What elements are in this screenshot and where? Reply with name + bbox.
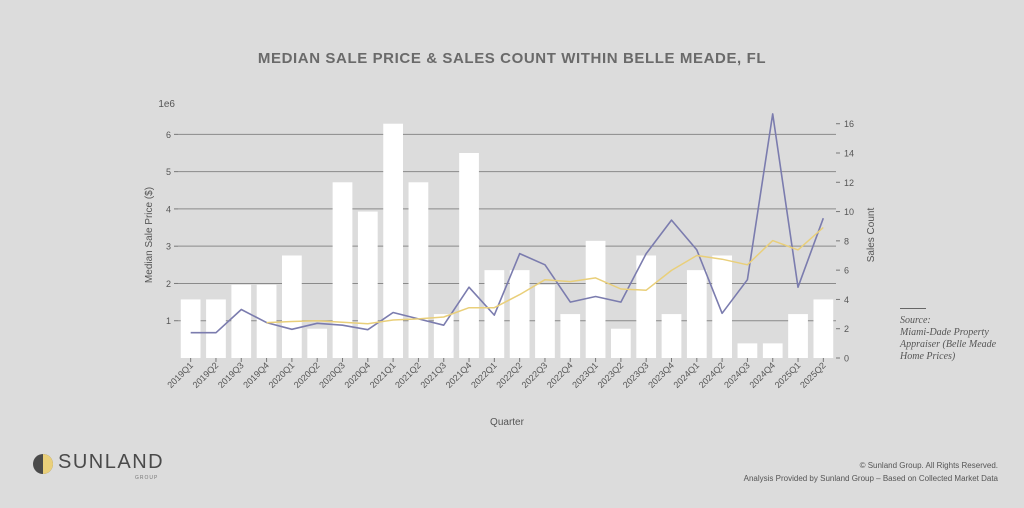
bar	[383, 123, 403, 358]
bar	[788, 314, 808, 358]
y-tick-label-right: 6	[844, 266, 849, 276]
x-tick-label: 2022Q1	[469, 360, 499, 390]
x-tick-label: 2021Q4	[444, 360, 474, 390]
bar	[256, 284, 277, 358]
bar	[813, 299, 834, 358]
y-tick-label-right: 10	[844, 207, 854, 217]
x-tick-label: 2021Q2	[393, 360, 423, 390]
bar	[560, 314, 581, 358]
sunland-logo-icon	[33, 454, 53, 474]
bar	[282, 255, 302, 358]
bar	[180, 299, 201, 358]
x-tick-label: 2019Q2	[191, 360, 221, 390]
bar	[611, 328, 631, 358]
source-label: Source:	[900, 315, 931, 326]
x-tick-label: 2025Q2	[798, 360, 828, 390]
bar	[307, 328, 328, 358]
y-tick-label-right: 4	[844, 295, 849, 305]
bar	[636, 255, 657, 358]
source-note: Source: Miami-Dade Property Appraiser (B…	[900, 308, 1020, 363]
y-tick-label-right: 12	[844, 178, 854, 188]
bar	[737, 343, 758, 358]
x-tick-label: 2021Q3	[418, 360, 448, 390]
y-tick-label-left: 6	[166, 130, 171, 140]
x-tick-label: 2024Q3	[722, 360, 752, 390]
axis-multiplier: 1e6	[158, 99, 175, 110]
source-line: Home Prices)	[900, 351, 956, 362]
bar	[206, 299, 226, 358]
bar	[686, 270, 707, 358]
logo-subtitle: GROUP	[135, 475, 159, 481]
y-tick-label-right: 8	[844, 236, 849, 246]
x-tick-label: 2020Q1	[267, 360, 297, 390]
bar	[433, 314, 454, 358]
bar	[357, 211, 378, 358]
y-tick-label-right: 2	[844, 324, 849, 334]
chart-title: MEDIAN SALE PRICE & SALES COUNT WITHIN B…	[257, 50, 767, 67]
x-tick-label: 2025Q1	[773, 360, 803, 390]
y-tick-label-right: 0	[844, 354, 849, 364]
x-tick-label: 2024Q2	[697, 360, 727, 390]
x-axis-title: Quarter	[490, 417, 525, 428]
x-tick-label: 2019Q4	[241, 360, 271, 390]
x-tick-label: 2023Q4	[646, 360, 676, 390]
bar	[712, 255, 732, 358]
y-tick-label-left: 4	[166, 204, 171, 214]
logo-wordmark: SUNLAND	[58, 451, 165, 473]
bar	[585, 240, 606, 358]
y-tick-label-left: 3	[166, 242, 171, 252]
bar	[762, 343, 783, 358]
y-axis-title-left: Median Sale Price ($)	[144, 187, 155, 283]
x-tick-label: 2021Q1	[368, 360, 398, 390]
x-tick-label: 2023Q2	[596, 360, 626, 390]
y-tick-label-left: 2	[166, 279, 171, 289]
x-tick-label: 2020Q2	[292, 360, 322, 390]
bar	[661, 314, 682, 358]
trend-line	[266, 226, 824, 325]
median-price-line	[190, 113, 825, 334]
bar	[509, 270, 530, 358]
x-tick-label: 2023Q1	[570, 360, 600, 390]
analysis-credit: Analysis Provided by Sunland Group – Bas…	[743, 474, 998, 483]
x-tick-label: 2022Q4	[545, 360, 575, 390]
footer: © Sunland Group. All Rights Reserved. An…	[744, 459, 998, 485]
x-tick-label: 2023Q3	[621, 360, 651, 390]
x-tick-label: 2024Q4	[747, 360, 777, 390]
source-line: Appraiser (Belle Meade	[900, 339, 997, 350]
bar	[535, 284, 555, 358]
bar	[332, 182, 353, 358]
x-tick-label: 2020Q4	[343, 360, 373, 390]
copyright-text: © Sunland Group. All Rights Reserved.	[859, 461, 998, 470]
y-tick-label-right: 14	[844, 149, 854, 159]
y-tick-label-right: 16	[844, 119, 854, 129]
x-tick-label: 2019Q1	[165, 360, 195, 390]
x-tick-label: 2019Q3	[216, 360, 246, 390]
x-tick-label: 2020Q3	[317, 360, 347, 390]
bar	[408, 182, 429, 358]
x-tick-label: 2024Q1	[672, 360, 702, 390]
y-axis-title-right: Sales Count	[866, 208, 877, 263]
x-tick-label: 2022Q2	[494, 360, 524, 390]
source-line: Miami-Dade Property	[900, 327, 989, 338]
source-divider	[900, 308, 926, 309]
bar	[459, 153, 479, 358]
y-tick-label-left: 5	[166, 167, 171, 177]
bar	[231, 284, 252, 358]
y-tick-label-left: 1	[166, 316, 171, 326]
x-tick-label: 2022Q3	[520, 360, 550, 390]
